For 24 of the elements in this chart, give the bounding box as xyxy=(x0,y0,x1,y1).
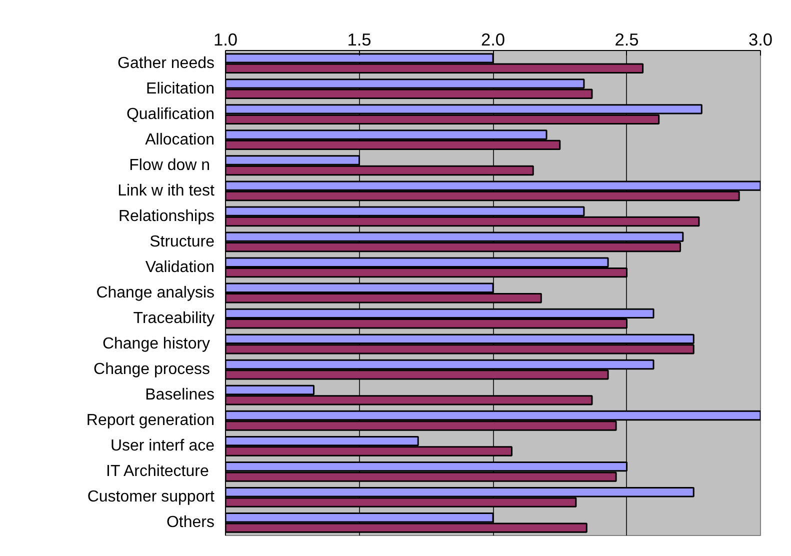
x-tick-label: 2.5 xyxy=(614,30,639,50)
x-tick-label: 1.5 xyxy=(347,30,372,50)
y-tick-label: Baselines xyxy=(145,386,214,404)
y-tick-label: Traceability xyxy=(133,310,215,328)
y-tick-label: Customer support xyxy=(87,488,216,506)
y-tick-label: Allocation xyxy=(145,131,214,148)
x-tick-label: 1.0 xyxy=(213,30,238,50)
y-tick-label: Change analysis xyxy=(96,284,214,302)
y-tick-label: User interf ace xyxy=(110,438,215,455)
y-tick-label: Elicitation xyxy=(146,80,215,98)
x-tick-label: 2.0 xyxy=(480,30,506,50)
y-tick-label: Flow dow n xyxy=(129,156,210,174)
y-tick-label: Qualification xyxy=(126,106,214,123)
y-tick-label: Relationships xyxy=(118,208,215,225)
y-tick-label: Others xyxy=(166,514,214,532)
y-tick-label: Gather needs xyxy=(118,54,214,72)
y-tick-label: Structure xyxy=(150,233,215,250)
y-tick-label: Validation xyxy=(145,258,215,276)
y-tick-label: IT Architecture xyxy=(106,463,209,480)
y-tick-label: Change history xyxy=(102,336,210,353)
y-tick-label: Change process xyxy=(94,361,210,378)
y-tick-label: Link w ith test xyxy=(118,182,216,200)
y-tick-label: Report generation xyxy=(86,412,215,430)
x-tick-label: 3.0 xyxy=(748,30,773,50)
